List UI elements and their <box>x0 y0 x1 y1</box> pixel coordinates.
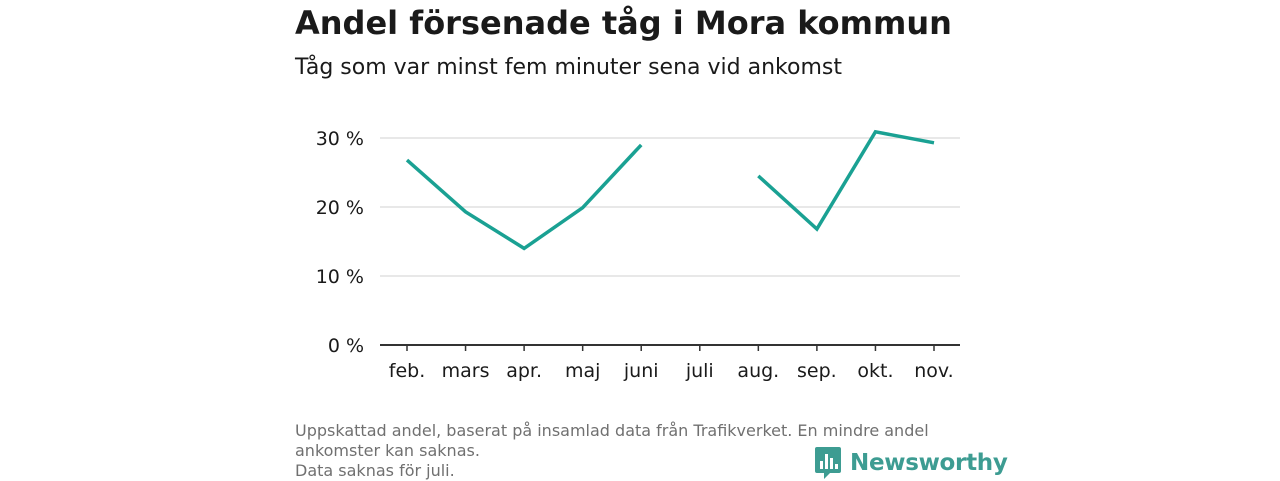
x-tick-label: aug. <box>737 360 779 382</box>
newsworthy-logo: Newsworthy <box>814 446 1008 480</box>
footnote-line-1: Uppskattad andel, baserat på insamlad da… <box>295 421 929 440</box>
y-tick-label: 0 % <box>328 335 364 357</box>
x-tick-label: juli <box>685 360 714 382</box>
x-tick-label: maj <box>565 360 600 382</box>
chart-subtitle: Tåg som var minst fem minuter sena vid a… <box>295 55 842 80</box>
y-tick-label: 10 % <box>316 266 364 288</box>
y-tick-label: 30 % <box>316 128 364 150</box>
x-tick-label: nov. <box>914 360 953 382</box>
x-tick-label: apr. <box>506 360 542 382</box>
chart-title: Andel försenade tåg i Mora kommun <box>295 4 952 42</box>
x-tick-label: okt. <box>857 360 893 382</box>
series-line <box>405 143 643 251</box>
brand-name: Newsworthy <box>850 450 1008 476</box>
bar-chart-icon <box>815 447 841 479</box>
footnote-line-2: ankomster kan saknas. <box>295 441 480 460</box>
x-tick-label: juni <box>623 360 659 382</box>
series-line <box>757 129 935 232</box>
y-tick-label: 20 % <box>316 197 364 219</box>
footnote: Uppskattad andel, baserat på insamlad da… <box>295 421 985 481</box>
x-tick-label: feb. <box>389 360 425 382</box>
x-tick-label: mars <box>442 360 490 382</box>
footnote-line-3: Data saknas för juli. <box>295 461 455 480</box>
x-tick-label: sep. <box>797 360 837 382</box>
